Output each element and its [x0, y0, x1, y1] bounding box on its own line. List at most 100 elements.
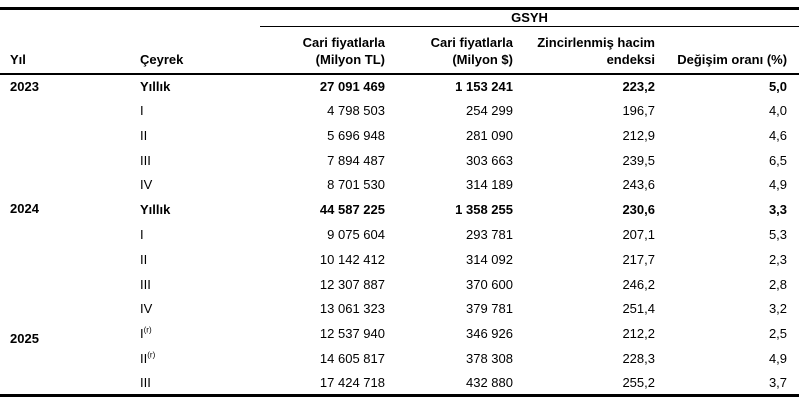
value-cell-current-usd: 303 663 — [466, 152, 513, 168]
quarter-cell: II — [140, 251, 148, 267]
value-cell-volume-index: 207,1 — [622, 226, 655, 242]
value-cell-current-usd: 314 092 — [466, 251, 513, 267]
col-header-current-usd-line1: Cari fiyatlarla — [430, 35, 513, 51]
table-body: 2023 Yıllık 27 091 469 1 153 241 223,2 5,0 I 4 … — [0, 74, 799, 396]
table-row: I 9 075 604 293 781 207,1 5,3 — [0, 222, 799, 247]
value-cell-current-usd: 1 358 255 — [455, 202, 513, 218]
table-row: III 7 894 487 303 663 239,5 6,5 — [0, 148, 799, 173]
value-cell-change-rate: 3,7 — [768, 374, 788, 390]
value-cell-current-usd: 379 781 — [466, 301, 513, 317]
value-cell-volume-index: 230,6 — [622, 202, 655, 218]
col-header-year: Yıl — [0, 26, 140, 75]
value-cell-current-usd: 432 880 — [466, 374, 513, 390]
value-cell-current-tl: 7 894 487 — [327, 152, 385, 168]
col-header-change-rate: Değişim oranı (%) — [660, 26, 799, 75]
quarter-cell: I — [140, 226, 144, 242]
value-cell-current-tl: 17 424 718 — [319, 374, 385, 390]
col-header-current-usd-line2: (Milyon $) — [452, 51, 513, 67]
revision-superscript: (r) — [143, 325, 152, 335]
value-cell-change-rate: 3,2 — [768, 301, 788, 317]
value-cell-current-tl: 10 142 412 — [319, 251, 385, 267]
quarter-cell: III — [140, 152, 151, 168]
value-cell-current-usd: 346 926 — [466, 326, 513, 342]
quarter-cell: Yıllık — [140, 202, 171, 218]
group-header-row: GSYH — [0, 8, 799, 27]
quarter-cell: I — [140, 103, 144, 119]
value-cell-volume-index: 212,2 — [622, 326, 655, 342]
value-cell-current-usd: 293 781 — [466, 226, 513, 242]
value-cell-change-rate: 2,8 — [768, 276, 788, 292]
value-cell-change-rate: 4,6 — [768, 127, 788, 143]
quarter-cell: IV — [140, 177, 153, 193]
value-cell-current-usd: 314 189 — [466, 177, 513, 193]
value-cell-current-tl: 44 587 225 — [319, 202, 385, 218]
year-cell: 2023 — [10, 78, 39, 94]
quarter-cell: I(r) — [140, 325, 152, 342]
table-row: 2023 Yıllık 27 091 469 1 153 241 223,2 5,0 — [0, 74, 799, 99]
table-row: I 4 798 503 254 299 196,7 4,0 — [0, 98, 799, 123]
value-cell-volume-index: 228,3 — [622, 350, 655, 366]
value-cell-volume-index: 255,2 — [622, 374, 655, 390]
value-cell-current-tl: 9 075 604 — [327, 226, 385, 242]
table-row: IV 8 701 530 314 189 243,6 4,9 — [0, 173, 799, 198]
value-cell-current-usd: 254 299 — [466, 103, 513, 119]
value-cell-volume-index: 251,4 — [622, 301, 655, 317]
value-cell-volume-index: 196,7 — [622, 103, 655, 119]
table-row: II 10 142 412 314 092 217,7 2,3 — [0, 247, 799, 272]
group-header-gsyh: GSYH — [260, 8, 799, 27]
table-row: III 17 424 718 432 880 255,2 3,7 — [0, 371, 799, 396]
col-header-volume-index-line1: Zincirlenmiş hacim — [537, 35, 655, 51]
table-row: 2024 Yıllık 44 587 225 1 358 255 230,6 3,3 — [0, 197, 799, 222]
col-header-current-tl-line1: Cari fiyatlarla — [302, 35, 385, 51]
value-cell-change-rate: 2,3 — [768, 251, 788, 267]
col-header-current-tl-line2: (Milyon TL) — [315, 51, 385, 67]
year-cell: 2025 — [10, 331, 39, 347]
value-cell-current-tl: 5 696 948 — [327, 127, 385, 143]
value-cell-change-rate: 4,0 — [768, 103, 788, 119]
quarter-cell: II(r) — [140, 350, 156, 366]
value-cell-current-usd: 1 153 241 — [455, 78, 513, 94]
value-cell-volume-index: 239,5 — [622, 152, 655, 168]
table-row: III 12 307 887 370 600 246,2 2,8 — [0, 272, 799, 297]
table-row: II 5 696 948 281 090 212,9 4,6 — [0, 123, 799, 148]
value-cell-change-rate: 2,5 — [768, 326, 788, 342]
quarter-cell: IV — [140, 301, 153, 317]
group-header-spacer — [0, 9, 260, 27]
table-row: II(r) 14 605 817 378 308 228,3 4,9 — [0, 346, 799, 371]
value-cell-current-tl: 14 605 817 — [319, 350, 385, 366]
value-cell-change-rate: 4,9 — [768, 350, 788, 366]
value-cell-volume-index: 217,7 — [622, 251, 655, 267]
value-cell-change-rate: 5,3 — [768, 226, 788, 242]
value-cell-volume-index: 212,9 — [622, 127, 655, 143]
value-cell-volume-index: 243,6 — [622, 177, 655, 193]
value-cell-change-rate: 3,3 — [768, 202, 788, 218]
value-cell-current-tl: 4 798 503 — [327, 103, 385, 119]
value-cell-current-tl: 8 701 530 — [327, 177, 385, 193]
column-header-row: Yıl Çeyrek Cari fiyatlarla (Milyon TL) Ca… — [0, 26, 799, 75]
revision-superscript: (r) — [147, 350, 156, 360]
col-header-current-tl: Cari fiyatlarla (Milyon TL) — [260, 26, 390, 75]
value-cell-volume-index: 223,2 — [622, 78, 655, 94]
quarter-cell: Yıllık — [140, 78, 171, 94]
col-header-volume-index: Zincirlenmiş hacim endeksi — [518, 26, 660, 75]
value-cell-change-rate: 6,5 — [768, 152, 788, 168]
col-header-quarter: Çeyrek — [140, 26, 260, 75]
col-header-current-usd: Cari fiyatlarla (Milyon $) — [390, 26, 518, 75]
value-cell-change-rate: 4,9 — [768, 177, 788, 193]
value-cell-current-usd: 370 600 — [466, 276, 513, 292]
value-cell-current-tl: 13 061 323 — [319, 301, 385, 317]
gdp-table: GSYH Yıl Çeyrek Cari fiyatlarla (Milyon T… — [0, 7, 799, 397]
value-cell-current-tl: 12 537 940 — [319, 326, 385, 342]
value-cell-current-usd: 378 308 — [466, 350, 513, 366]
value-cell-volume-index: 246,2 — [622, 276, 655, 292]
value-cell-current-tl: 12 307 887 — [319, 276, 385, 292]
quarter-cell: II — [140, 127, 148, 143]
value-cell-current-usd: 281 090 — [466, 127, 513, 143]
quarter-cell: III — [140, 374, 151, 390]
year-cell: 2024 — [10, 201, 39, 217]
table-row: 2025 I(r) 12 537 940 346 926 212,2 2,5 — [0, 321, 799, 346]
quarter-cell: III — [140, 276, 151, 292]
table-row: IV 13 061 323 379 781 251,4 3,2 — [0, 296, 799, 321]
value-cell-change-rate: 5,0 — [768, 78, 788, 94]
col-header-volume-index-line2: endeksi — [606, 51, 655, 67]
